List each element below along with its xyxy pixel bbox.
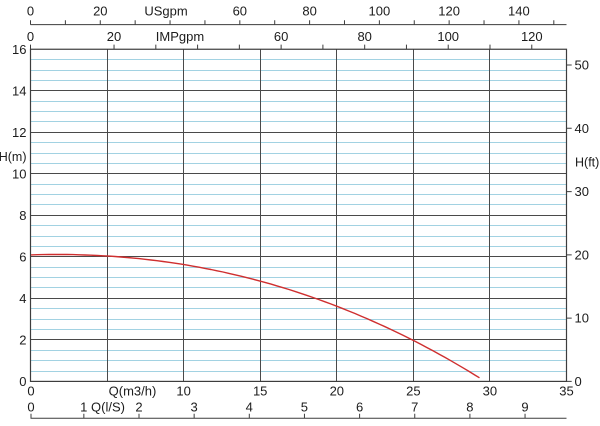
svg-text:100: 100 [369, 4, 391, 19]
svg-text:30: 30 [575, 184, 589, 199]
svg-text:0: 0 [27, 399, 34, 414]
svg-text:12: 12 [12, 125, 26, 140]
svg-text:2: 2 [135, 399, 142, 414]
svg-text:16: 16 [12, 42, 26, 57]
svg-text:0: 0 [575, 374, 582, 389]
svg-text:140: 140 [508, 4, 530, 19]
svg-text:USgpm: USgpm [144, 4, 187, 19]
svg-text:6: 6 [19, 249, 26, 264]
svg-text:0: 0 [27, 29, 34, 44]
svg-text:7: 7 [411, 399, 418, 414]
svg-text:3: 3 [190, 399, 197, 414]
svg-text:60: 60 [233, 4, 247, 19]
svg-text:6: 6 [356, 399, 363, 414]
svg-text:2: 2 [19, 332, 26, 347]
svg-text:120: 120 [438, 4, 460, 19]
svg-text:Q(l/S): Q(l/S) [91, 399, 125, 414]
svg-text:100: 100 [437, 29, 459, 44]
svg-text:Q(m3/h): Q(m3/h) [109, 384, 157, 399]
svg-text:4: 4 [19, 291, 26, 306]
svg-text:5: 5 [301, 399, 308, 414]
svg-text:20: 20 [330, 384, 344, 399]
svg-text:60: 60 [274, 29, 288, 44]
svg-text:10: 10 [12, 166, 26, 181]
svg-text:H(m): H(m) [0, 150, 27, 164]
svg-text:8: 8 [19, 208, 26, 223]
svg-text:35: 35 [559, 384, 573, 399]
svg-text:10: 10 [575, 311, 589, 326]
svg-text:20: 20 [93, 4, 107, 19]
svg-text:25: 25 [406, 384, 420, 399]
svg-text:15: 15 [253, 384, 267, 399]
svg-text:IMPgpm: IMPgpm [156, 29, 204, 44]
svg-text:50: 50 [575, 58, 589, 73]
svg-text:80: 80 [357, 29, 371, 44]
svg-text:1: 1 [80, 399, 87, 414]
svg-text:20: 20 [575, 247, 589, 262]
svg-text:14: 14 [12, 83, 26, 98]
svg-text:4: 4 [246, 399, 253, 414]
svg-text:30: 30 [483, 384, 497, 399]
svg-text:20: 20 [107, 29, 121, 44]
svg-text:40: 40 [575, 121, 589, 136]
svg-text:8: 8 [466, 399, 473, 414]
svg-text:0: 0 [27, 384, 34, 399]
svg-text:80: 80 [302, 4, 316, 19]
svg-text:0: 0 [19, 374, 26, 389]
svg-text:H(ft): H(ft) [575, 156, 599, 170]
svg-text:9: 9 [521, 399, 528, 414]
svg-text:0: 0 [27, 4, 34, 19]
svg-text:120: 120 [521, 29, 543, 44]
svg-text:10: 10 [176, 384, 190, 399]
